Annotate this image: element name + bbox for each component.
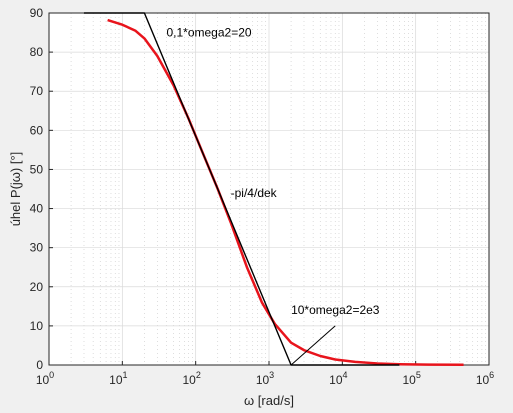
x-tick-label: 100 [36, 370, 54, 387]
y-tick-label: 60 [30, 123, 44, 137]
y-axis-label: úhel P(jω) [°] [8, 152, 23, 227]
axes [48, 12, 490, 366]
annotation-leader-line [290, 325, 336, 366]
annotation-label: 10*omega2=2e3 [291, 303, 380, 317]
y-tick-label: 80 [30, 45, 44, 59]
y-tick-label: 10 [30, 319, 44, 333]
y-tick-label: 50 [30, 162, 44, 176]
y-tick-label: 20 [30, 280, 44, 294]
x-tick-label: 103 [256, 370, 274, 387]
x-tick-label: 101 [109, 370, 127, 387]
annotation-label: 0,1*omega2=20 [166, 25, 251, 39]
y-tick-label: 90 [30, 6, 44, 20]
grid [48, 12, 490, 366]
asymptote-approximation [83, 12, 400, 366]
annotations: 0,1*omega2=20 -pi/4/dek 10*omega2=2e3 [166, 25, 379, 317]
y-tick-label: 30 [30, 241, 44, 255]
x-tick-label: 104 [329, 370, 347, 387]
annotation-label: -pi/4/dek [231, 186, 278, 200]
y-tick-labels: 0 10 20 30 40 50 60 70 80 90 [30, 6, 44, 372]
y-tick-label: 70 [30, 84, 44, 98]
x-tick-label: 105 [402, 370, 420, 387]
x-tick-label: 106 [476, 370, 494, 387]
series [83, 12, 464, 367]
exact-phase-curve [107, 18, 464, 367]
x-tick-label: 102 [182, 370, 200, 387]
x-axis-label: ω [rad/s] [244, 393, 294, 408]
y-tick-label: 0 [36, 358, 43, 372]
x-tick-labels: 100 101 102 103 104 105 106 [36, 370, 494, 387]
y-tick-label: 40 [30, 202, 44, 216]
